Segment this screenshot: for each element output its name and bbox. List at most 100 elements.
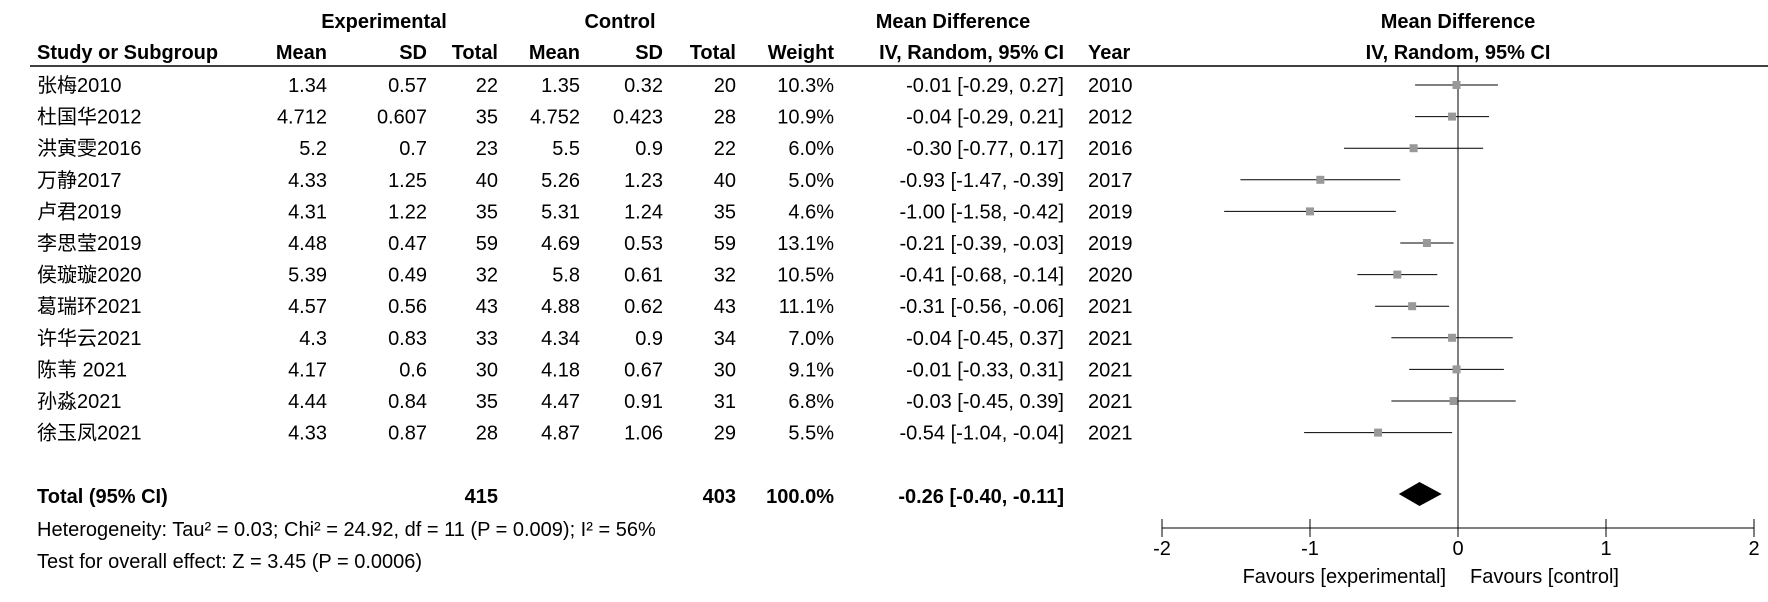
favours-left-label: Favours [experimental]: [1243, 566, 1446, 588]
sd-experimental: 0.47: [388, 233, 427, 255]
table-row: 李思莹2019 4.48 0.47 59 4.69 0.53 59 13.1% -0.21 [-…: [37, 232, 1133, 255]
md-ci: -0.04 [-0.29, 0.21]: [906, 107, 1064, 129]
md-ci: -0.03 [-0.45, 0.39]: [906, 391, 1064, 413]
heterogeneity-text: Heterogeneity: Tau² = 0.03; Chi² = 24.92…: [37, 519, 656, 541]
study-name: 卢君2019: [37, 200, 122, 223]
weight: 11.1%: [779, 296, 834, 318]
table-row: 侯璇璇2020 5.39 0.49 32 5.8 0.61 32 10.5% -0.41 [-0…: [37, 264, 1133, 287]
total-ci: -0.26 [-0.40, -0.11]: [898, 486, 1064, 508]
table-row: 卢君2019 4.31 1.22 35 5.31 1.24 35 4.6% -1.00 [-1.…: [37, 200, 1133, 223]
sd-control: 0.9: [635, 138, 663, 160]
sd-experimental: 0.7: [399, 138, 427, 160]
point-estimate-marker: [1393, 270, 1402, 279]
weight: 6.8%: [788, 391, 834, 413]
total-experimental: 43: [476, 296, 498, 318]
sd-experimental: 0.83: [388, 328, 427, 350]
col-header-md-ci: IV, Random, 95% CI: [879, 42, 1064, 64]
total-control: 29: [714, 423, 736, 445]
weight: 13.1%: [777, 233, 834, 255]
table-row: 孙淼2021 4.44 0.84 35 4.47 0.91 31 6.8% -0.03 [-0.…: [37, 390, 1133, 413]
col-header-sd-control: SD: [635, 42, 663, 64]
total-experimental: 59: [476, 233, 498, 255]
sd-control: 0.62: [624, 296, 663, 318]
total-weight: 100.0%: [766, 486, 834, 508]
weight: 10.3%: [777, 75, 834, 97]
total-experimental: 30: [476, 359, 498, 381]
md-ci: -0.93 [-1.47, -0.39]: [899, 170, 1064, 192]
study-name: 徐玉凤2021: [37, 422, 142, 445]
table-row: 陈苇 2021 4.17 0.6 30 4.18 0.67 30 9.1% -0.01 [-0.…: [37, 358, 1133, 381]
weight: 6.0%: [788, 138, 834, 160]
sd-experimental: 0.6: [399, 359, 427, 381]
mean-control: 1.35: [541, 75, 580, 97]
sd-control: 0.67: [624, 359, 663, 381]
weight: 9.1%: [788, 359, 834, 381]
point-estimate-marker: [1316, 175, 1325, 184]
mean-control: 4.87: [541, 423, 580, 445]
point-estimate-marker: [1306, 207, 1314, 216]
study-name: 孙淼2021: [37, 390, 122, 413]
total-n-control: 403: [703, 486, 736, 508]
total-experimental: 33: [476, 328, 498, 350]
total-control: 30: [714, 359, 736, 381]
study-name: 李思莹2019: [37, 232, 142, 255]
col-header-total-experimental: Total: [452, 42, 498, 64]
mean-control: 4.47: [541, 391, 580, 413]
plot-subtitle: IV, Random, 95% CI: [1366, 42, 1551, 64]
x-tick-label: 2: [1748, 538, 1759, 560]
study-name: 侯璇璇2020: [37, 264, 142, 287]
mean-experimental: 4.17: [288, 359, 327, 381]
total-control: 43: [714, 296, 736, 318]
mean-control: 4.18: [541, 359, 580, 381]
total-experimental: 28: [476, 423, 498, 445]
sd-control: 0.91: [624, 391, 663, 413]
sd-experimental: 1.22: [388, 201, 427, 223]
study-name: 杜国华2012: [37, 106, 142, 129]
study-name: 洪寅雯2016: [37, 137, 142, 160]
col-header-weight: Weight: [768, 42, 835, 64]
x-tick-label: 0: [1452, 538, 1463, 560]
study-rows: 张梅2010 1.34 0.57 22 1.35 0.32 20 10.3% -0.01 [-0…: [37, 74, 1133, 445]
col-header-mean-experimental: Mean: [276, 42, 327, 64]
md-ci: -0.01 [-0.33, 0.31]: [906, 359, 1064, 381]
forest-plot-area: -2 -1 0 1 2 Favours [experimental] Favours […: [1153, 66, 1760, 588]
mean-experimental: 4.44: [288, 391, 327, 413]
pooled-effect-diamond: [1398, 482, 1442, 506]
weight: 4.6%: [788, 201, 834, 223]
mean-control: 4.69: [541, 233, 580, 255]
year: 2021: [1088, 296, 1133, 318]
total-control: 22: [714, 138, 736, 160]
total-control: 34: [714, 328, 736, 350]
mean-control: 5.26: [541, 170, 580, 192]
total-control: 20: [714, 75, 736, 97]
table-row: 万静2017 4.33 1.25 40 5.26 1.23 40 5.0% -0.93 [-1.…: [37, 169, 1133, 192]
sd-experimental: 0.57: [388, 75, 427, 97]
weight: 10.9%: [777, 107, 834, 129]
mean-experimental: 5.39: [288, 265, 327, 287]
total-control: 31: [714, 391, 736, 413]
mean-experimental: 4.33: [288, 170, 327, 192]
point-estimate-marker: [1452, 365, 1461, 374]
mean-control: 4.34: [541, 328, 580, 350]
x-tick-label: -2: [1153, 538, 1171, 560]
point-estimate-marker: [1452, 81, 1461, 89]
col-header-mean-control: Mean: [529, 42, 580, 64]
total-experimental: 23: [476, 138, 498, 160]
mean-experimental: 4.31: [288, 201, 327, 223]
col-header-year: Year: [1088, 42, 1130, 64]
total-control: 28: [714, 107, 736, 129]
sd-control: 0.423: [613, 107, 663, 129]
table-row: 张梅2010 1.34 0.57 22 1.35 0.32 20 10.3% -0.01 [-0…: [37, 74, 1133, 97]
total-control: 59: [714, 233, 736, 255]
group-header-mean-difference: Mean Difference: [876, 11, 1031, 33]
group-header-control: Control: [584, 11, 655, 33]
point-estimate-marker: [1422, 239, 1431, 247]
table-row: 葛瑞环2021 4.57 0.56 43 4.88 0.62 43 11.1% -0.31 [-…: [37, 295, 1133, 318]
total-experimental: 40: [476, 170, 498, 192]
md-ci: -0.04 [-0.45, 0.37]: [906, 328, 1064, 350]
total-experimental: 35: [476, 107, 498, 129]
sd-experimental: 0.87: [388, 423, 427, 445]
point-estimate-marker: [1448, 112, 1457, 121]
ci-marks: [1224, 81, 1516, 437]
